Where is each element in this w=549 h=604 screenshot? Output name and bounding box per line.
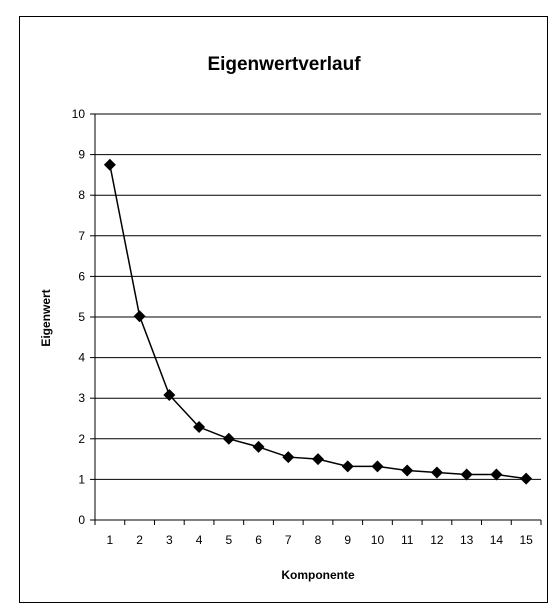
- x-tick-label: 6: [255, 533, 262, 547]
- y-tick-label: 2: [78, 432, 85, 446]
- data-point-marker: [460, 468, 473, 481]
- data-point-marker: [163, 388, 176, 401]
- data-point-marker: [490, 468, 503, 481]
- data-point-marker: [282, 451, 295, 464]
- grid-layer: [95, 113, 541, 480]
- y-tick-label: 9: [78, 148, 85, 162]
- y-tick-label: 6: [78, 269, 85, 283]
- x-tick-label: 11: [401, 533, 414, 547]
- data-point-marker: [312, 453, 324, 466]
- y-tick-label: 3: [78, 391, 85, 405]
- data-point-marker: [520, 472, 533, 485]
- x-tick-label: 8: [315, 533, 322, 547]
- x-tick-label: 13: [460, 533, 474, 547]
- x-tick-label: 2: [136, 533, 143, 547]
- data-point-marker: [193, 421, 206, 434]
- series-line: [109, 164, 527, 480]
- data-point-marker: [341, 460, 354, 473]
- x-tick-label: 3: [166, 533, 173, 547]
- x-tick-label: 7: [285, 533, 292, 547]
- x-tick-label: 1: [107, 533, 114, 547]
- data-point-marker: [133, 310, 146, 323]
- y-axis-title: Eigenwert: [39, 289, 53, 346]
- y-tick-label: 8: [78, 188, 85, 202]
- y-tick-label: 1: [78, 472, 85, 486]
- y-tick-label: 5: [78, 310, 85, 324]
- x-tick-label: 14: [490, 533, 504, 547]
- x-tick-label: 12: [430, 533, 444, 547]
- data-point-marker: [252, 440, 265, 453]
- x-tick-label: 9: [344, 533, 351, 547]
- data-point-marker: [401, 464, 414, 477]
- data-point-marker: [430, 466, 443, 479]
- x-axis-title: Komponente: [281, 568, 355, 582]
- y-tick-label: 4: [78, 351, 85, 365]
- y-tick-label: 10: [72, 107, 86, 121]
- data-point-marker: [222, 432, 235, 445]
- data-point-marker: [371, 460, 384, 473]
- data-point-marker: [103, 158, 116, 171]
- series-layer: [103, 158, 533, 485]
- chart-title: Eigenwertverlauf: [207, 54, 361, 75]
- x-tick-label: 5: [225, 533, 232, 547]
- x-tick-label: 15: [519, 533, 533, 547]
- x-tick-label: 4: [196, 533, 203, 547]
- y-tick-label: 7: [78, 229, 85, 243]
- x-tick-label: 10: [371, 533, 385, 547]
- y-tick-label: 0: [78, 513, 85, 527]
